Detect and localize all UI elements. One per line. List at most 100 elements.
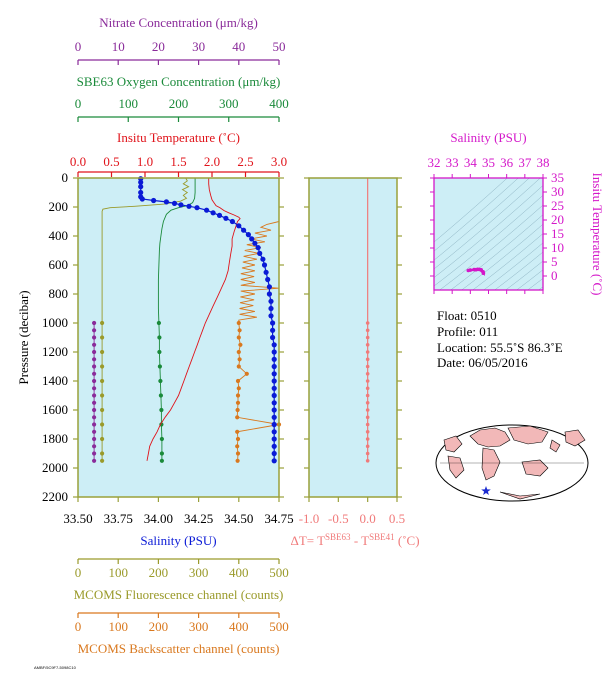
salinity-axis-label: Salinity (PSU) [140, 533, 216, 548]
pressure-tick-label: 1200 [42, 344, 68, 359]
oxygen-axis-label: SBE63 Oxygen Concentration (μm/kg) [77, 74, 281, 89]
salinity-data-point [268, 298, 274, 304]
fluorescence-tick-label: 300 [189, 565, 209, 580]
nitrate-data-point [92, 415, 97, 420]
delta-t-xtick-label: -0.5 [328, 511, 349, 526]
delta-t-point [365, 379, 370, 383]
oxygen-tick-label: 400 [269, 96, 289, 111]
oxygen-tick-label: 100 [119, 96, 139, 111]
pressure-tick-label: 600 [49, 257, 69, 272]
backscatter-data-point [236, 386, 241, 391]
delta-t-panel: -1.0 -0.5 0.0 0.5 ΔT= TSBE63 - TSBE41 (˚C) [290, 177, 420, 548]
delta-t-label-part: (˚C) [395, 533, 420, 548]
nitrate-data-point [92, 335, 97, 340]
delta-t-point [365, 422, 370, 427]
map-landmass [481, 447, 501, 481]
backscatter-data-point [235, 429, 240, 434]
salinity-data-point [271, 385, 277, 391]
oxygen-data-point [158, 378, 163, 384]
salinity-data-point [271, 378, 277, 384]
fluorescence-data-point [100, 320, 105, 326]
salinity-data-point [252, 240, 258, 246]
fluorescence-data-point [100, 335, 105, 340]
nitrate-tick-label: 0 [75, 39, 82, 54]
temperature-tick-label: 1.5 [170, 154, 186, 169]
pressure-tick-label: 1400 [42, 373, 68, 388]
temperature-tick-label: 2.0 [204, 154, 220, 169]
pressure-tick-label: 1000 [42, 315, 68, 330]
float-id-text: Float: 0510 [437, 308, 497, 323]
delta-t-label-part: ΔT= T [290, 533, 325, 548]
salinity-data-point [255, 245, 261, 251]
delta-t-point [365, 386, 370, 391]
salinity-data-point [271, 371, 277, 377]
delta-t-point [365, 328, 370, 333]
main-profile-panel: 0 200 400 600 800 1000 1200 1400 1600 1800 2000 220… [16, 170, 284, 504]
ts-isopycnal [434, 178, 530, 261]
nitrate-data-point [92, 451, 97, 456]
map-landmass [549, 439, 561, 453]
bottom-axes: 33.50 33.75 34.00 34.25 34.50 34.75 Salinity (… [63, 497, 294, 656]
oxygen-tick-label: 200 [169, 96, 189, 111]
ts-ytick-label: 20 [551, 212, 564, 227]
fluorescence-tick-label: 100 [108, 565, 128, 580]
salinity-data-point [271, 407, 277, 413]
salinity-data-point [194, 205, 200, 211]
salinity-data-point [268, 305, 274, 312]
ts-data-point [477, 267, 482, 272]
location-text: Location: 55.5˚S 86.3˚E [437, 340, 563, 355]
salinity-data-point [270, 327, 276, 333]
ts-isopycnal [434, 185, 543, 278]
footer-code: AMBF/5C9F7-5098C10 [34, 665, 76, 670]
salinity-data-point [268, 313, 274, 319]
backscatter-data-point [235, 400, 241, 405]
temperature-tick-label: 0.0 [70, 154, 86, 169]
ts-xtick-label: 34 [464, 155, 478, 170]
salinity-tick-label: 34.75 [264, 511, 293, 526]
salinity-data-point [271, 421, 277, 428]
pressure-tick-label: 2000 [42, 460, 68, 475]
fluorescence-tick-label: 0 [75, 565, 82, 580]
salinity-data-point [210, 210, 216, 216]
delta-t-point [365, 335, 370, 340]
oxygen-series-line [157, 178, 196, 461]
backscatter-data-point [237, 357, 242, 362]
backscatter-data-point [244, 371, 249, 376]
delta-t-xtick-label: -1.0 [299, 511, 320, 526]
salinity-data-point [245, 232, 251, 238]
map-landmass [507, 425, 549, 445]
delta-t-point [365, 393, 370, 398]
ts-isopycnal [494, 251, 543, 290]
delta-t-point [365, 408, 370, 412]
salinity-data-point [138, 184, 144, 190]
ts-isopycnal [439, 204, 543, 290]
pressure-tick-label: 400 [49, 228, 69, 243]
ts-isopycnal [505, 260, 543, 290]
salinity-data-point [138, 179, 144, 185]
ts-xtick-label: 38 [537, 155, 550, 170]
salinity-tick-label: 33.50 [63, 511, 92, 526]
nitrate-tick-label: 10 [112, 39, 125, 54]
main-plot-frame [77, 177, 280, 498]
salinity-data-point [229, 218, 235, 225]
main-plot-background [78, 178, 279, 497]
salinity-data-point [178, 202, 184, 208]
delta-t-point [365, 364, 370, 369]
temperature-tick-label: 3.0 [271, 154, 287, 169]
date-text: Date: 06/05/2016 [437, 355, 528, 370]
fluorescence-series-line [101, 177, 190, 461]
nitrate-data-point [92, 371, 97, 376]
backscatter-data-point [235, 415, 240, 420]
fluorescence-data-point [100, 422, 105, 427]
salinity-data-point [266, 284, 272, 290]
pressure-tick-label: 800 [49, 286, 69, 301]
backscatter-tick-label: 100 [108, 619, 128, 634]
pressure-tick-label: 1800 [42, 431, 68, 446]
salinity-data-point [270, 320, 276, 326]
nitrate-data-point [92, 407, 97, 413]
backscatter-data-point [237, 328, 242, 333]
nitrate-data-point [92, 422, 97, 427]
delta-t-xtick-label: 0.0 [360, 511, 376, 526]
ts-xaxis-label: Salinity (PSU) [450, 130, 526, 145]
delta-t-point [365, 459, 370, 463]
